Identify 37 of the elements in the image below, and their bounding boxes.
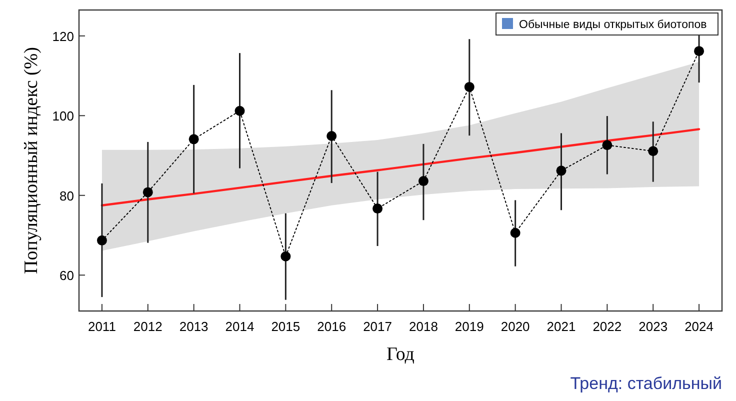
x-tick-label: 2018 [409, 319, 438, 334]
point [510, 228, 520, 238]
point [142, 187, 153, 198]
x-tick-label: 2023 [638, 319, 668, 334]
y-tick-label: 80 [60, 188, 74, 204]
y-tick-label: 60 [60, 268, 74, 284]
point [602, 140, 612, 150]
legend-title: Обычные виды открытых биотопов [519, 19, 707, 31]
point [372, 204, 383, 214]
x-axis-title: Год [386, 344, 415, 365]
point [418, 176, 428, 186]
y-tick-label: 120 [52, 28, 74, 44]
line-series [100, 128, 700, 206]
point [464, 82, 474, 92]
x-tick-label: 2019 [454, 319, 484, 334]
point [280, 251, 291, 262]
x-tick-label: 2012 [133, 319, 162, 334]
x-tick-label: 2022 [592, 319, 622, 334]
x-tick-label: 2015 [271, 319, 300, 334]
x-tick-label: 2016 [317, 319, 346, 334]
y-axis-title: Популяционный индекс (%) [21, 47, 42, 274]
x-tick-label: 2024 [684, 319, 714, 334]
x-tick-label: 2011 [88, 319, 116, 334]
point [648, 146, 658, 156]
point [188, 134, 199, 144]
point [234, 106, 245, 116]
x-tick-label: 2017 [363, 319, 392, 334]
point [96, 235, 107, 246]
y-tick-label: 100 [52, 108, 74, 124]
text: Тренд: стабильный [570, 374, 722, 393]
x-tick-label: 2020 [500, 319, 530, 334]
x-tick-label: 2013 [179, 319, 208, 334]
x-tick-label: 2014 [225, 319, 254, 334]
x-tick-label: 2021 [546, 319, 576, 334]
point [556, 166, 566, 176]
point [694, 46, 704, 56]
point [326, 130, 337, 141]
